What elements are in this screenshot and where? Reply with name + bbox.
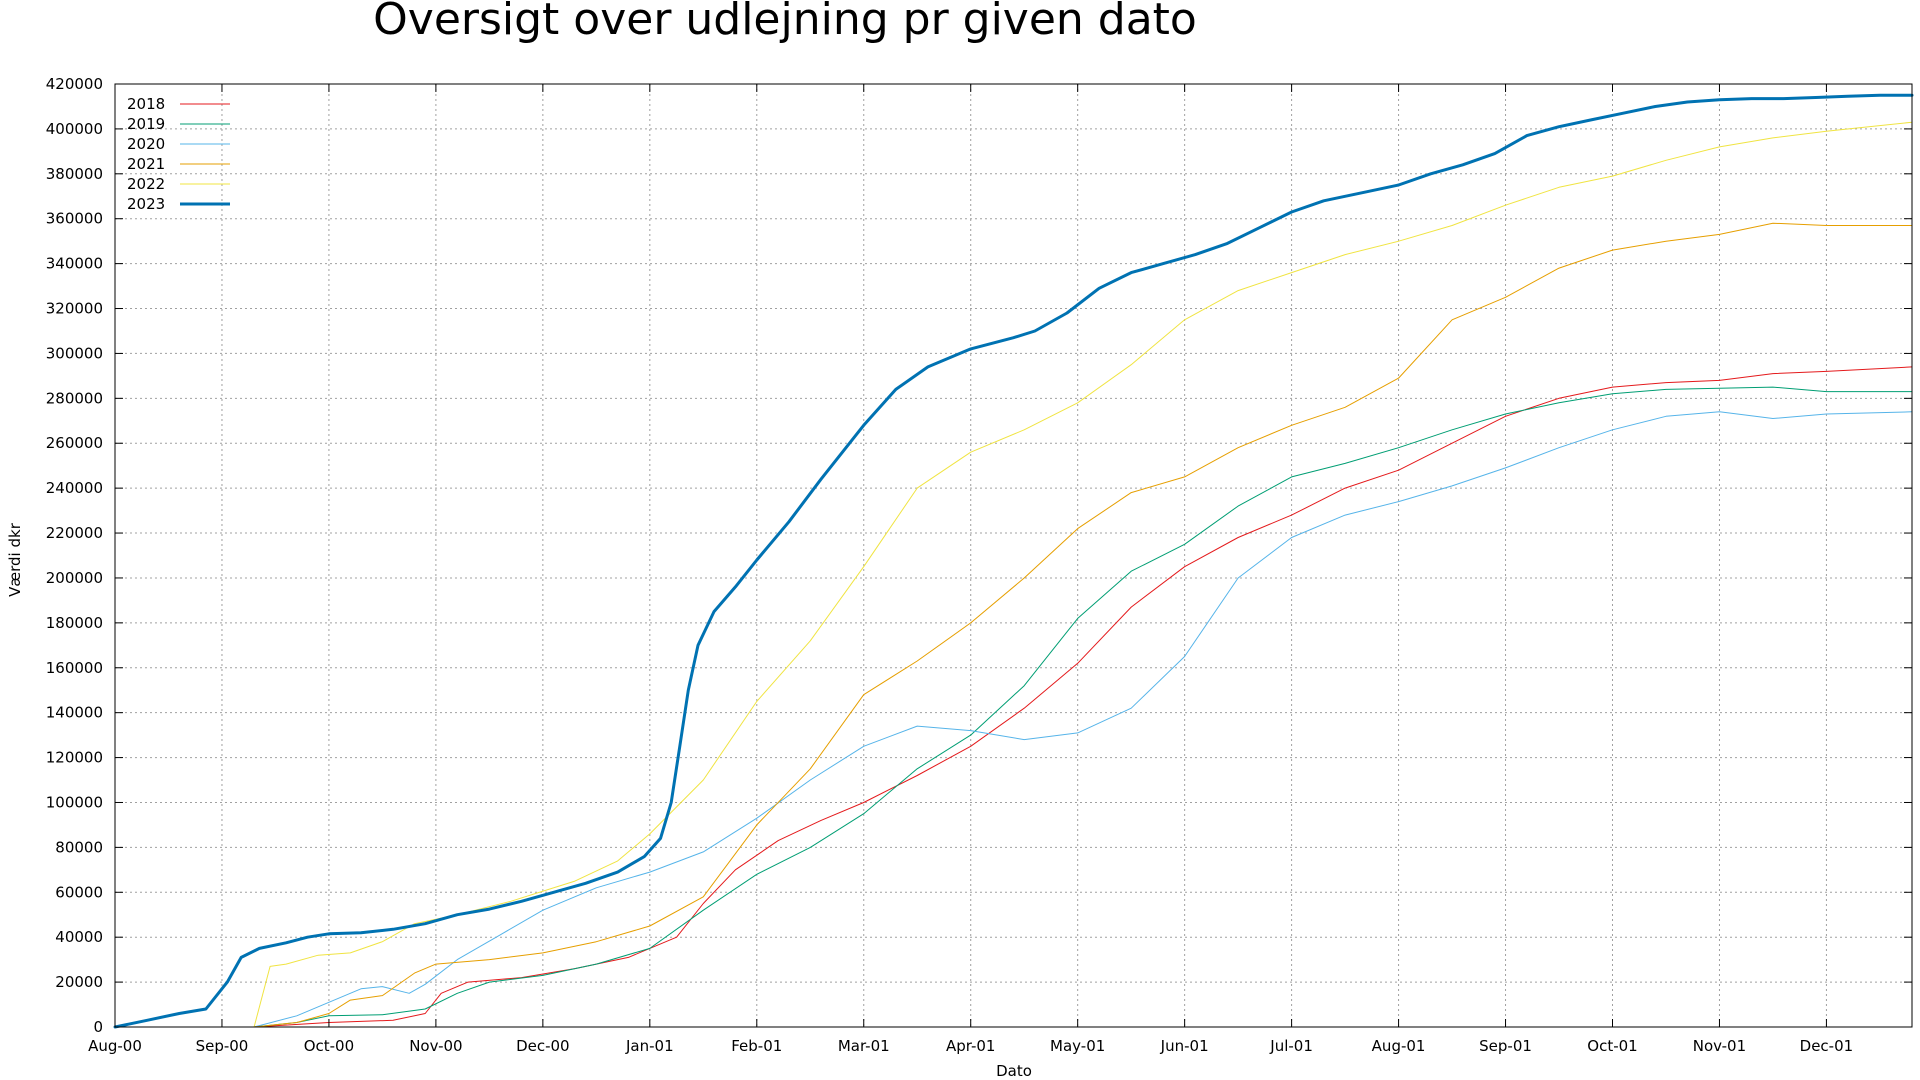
chart-title: Oversigt over udlejning pr given dato — [373, 0, 1197, 45]
y-tick-label: 200000 — [46, 569, 103, 587]
x-tick-label: Feb-01 — [731, 1037, 782, 1055]
y-tick-label: 400000 — [46, 120, 103, 138]
y-tick-label: 60000 — [55, 883, 103, 901]
y-tick-label: 0 — [93, 1018, 103, 1036]
x-tick-label: Sep-00 — [196, 1037, 249, 1055]
y-tick-label: 160000 — [46, 659, 103, 677]
y-tick-label: 220000 — [46, 524, 103, 542]
x-tick-label: Oct-01 — [1587, 1037, 1637, 1055]
y-tick-label: 320000 — [46, 300, 103, 318]
x-tick-label: Mar-01 — [838, 1037, 890, 1055]
series-line-2018 — [253, 366, 1913, 1028]
y-tick-label: 340000 — [46, 255, 103, 273]
y-tick-label: 140000 — [46, 704, 103, 722]
y-tick-label: 120000 — [46, 749, 103, 767]
legend-label-2023: 2023 — [127, 195, 165, 213]
y-tick-label: 280000 — [46, 389, 103, 407]
series-line-2022 — [253, 121, 1913, 1028]
x-tick-label: Jun-01 — [1160, 1037, 1209, 1055]
series-line-2021 — [253, 222, 1913, 1028]
x-tick-label: Apr-01 — [946, 1037, 996, 1055]
x-tick-label: May-01 — [1050, 1037, 1105, 1055]
y-axis-label: Værdi dkr — [6, 522, 24, 597]
y-tick-label: 360000 — [46, 210, 103, 228]
y-tick-label: 240000 — [46, 479, 103, 497]
y-tick-label: 300000 — [46, 344, 103, 362]
x-tick-label: Nov-01 — [1693, 1037, 1746, 1055]
legend: 2018 2019 2020 2021 2022 2023 — [127, 95, 230, 213]
y-tick-label: 100000 — [46, 793, 103, 811]
legend-label-2018: 2018 — [127, 95, 165, 113]
legend-label-2022: 2022 — [127, 175, 165, 193]
y-tick-label: 260000 — [46, 434, 103, 452]
x-tick-label: Sep-01 — [1479, 1037, 1532, 1055]
x-tick-label: Aug-00 — [88, 1037, 142, 1055]
x-tick-label: Dec-01 — [1800, 1037, 1854, 1055]
y-tick-label: 180000 — [46, 614, 103, 632]
x-tick-label: Oct-00 — [304, 1037, 354, 1055]
series-line-2019 — [253, 386, 1913, 1028]
series-line-2020 — [253, 411, 1913, 1028]
x-axis-label: Dato — [996, 1062, 1032, 1080]
legend-label-2019: 2019 — [127, 115, 165, 133]
y-tick-label: 20000 — [55, 973, 103, 991]
plot-frame — [114, 83, 1913, 1028]
legend-label-2021: 2021 — [127, 155, 165, 173]
x-tick-label: Nov-00 — [409, 1037, 462, 1055]
y-tick-label: 80000 — [55, 838, 103, 856]
y-tick-label: 40000 — [55, 928, 103, 946]
x-tick-label: Dec-00 — [516, 1037, 570, 1055]
x-tick-label: Aug-01 — [1372, 1037, 1426, 1055]
x-tick-label: Jul-01 — [1269, 1037, 1313, 1055]
series-line-2023 — [113, 93, 1914, 1029]
x-tick-label: Jan-01 — [625, 1037, 674, 1055]
y-tick-label: 380000 — [46, 165, 103, 183]
legend-label-2020: 2020 — [127, 135, 165, 153]
y-tick-label: 420000 — [46, 75, 103, 93]
